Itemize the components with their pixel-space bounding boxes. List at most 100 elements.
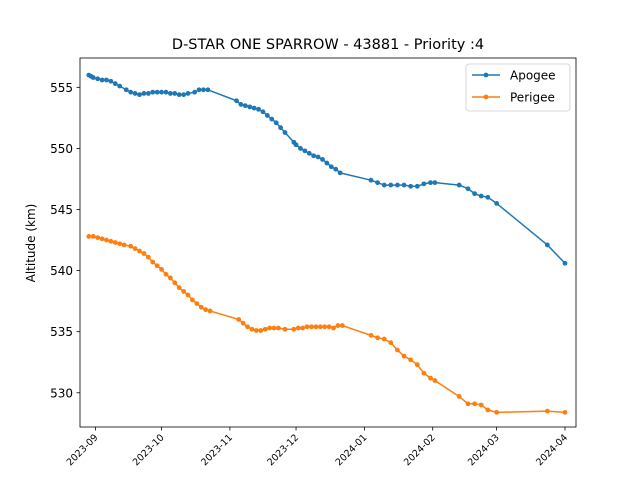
data-point [472,191,477,197]
legend-label: Perigee [510,91,555,105]
data-point [414,362,420,368]
data-point [298,146,303,151]
data-point [207,308,213,314]
data-point [196,87,202,93]
series-apogee [86,72,568,266]
data-point [320,157,325,162]
data-point [401,353,407,359]
data-point [388,182,394,188]
data-point [163,89,169,95]
chart-title: D-STAR ONE SPARROW - 43881 - Priority :4 [172,37,484,53]
data-point [121,242,127,248]
data-point [311,153,317,159]
data-point [145,254,151,260]
legend: Apogee Perigee [465,63,571,112]
data-point [339,323,345,328]
data-point [137,92,142,98]
data-point [300,325,306,331]
data-point [544,242,550,248]
data-point [181,288,187,294]
data-point [167,91,173,96]
data-point [245,324,250,330]
data-point [282,326,288,332]
data-point [141,251,147,256]
data-point [251,105,257,111]
data-point [388,340,394,346]
data-point [145,91,151,96]
data-point [172,280,178,286]
data-point [159,266,164,272]
data-point [242,103,248,109]
data-point [408,357,414,363]
data-point [128,89,134,95]
data-point [421,370,427,376]
data-point [324,160,330,166]
y-axis: 530 535 540 545 550 555 [50,81,80,400]
data-point [123,87,129,93]
data-point [95,235,101,241]
legend-marker [483,94,489,100]
data-point [86,233,92,239]
data-point [375,335,380,341]
data-point [117,241,123,247]
legend-label: Apogee [510,69,556,83]
data-point [293,142,299,148]
data-point [478,402,484,408]
data-point [313,324,319,330]
data-point [99,77,105,83]
data-point [322,324,328,330]
data-point [238,102,244,107]
data-point [282,130,288,135]
data-point [295,325,301,331]
data-point [465,401,471,407]
data-point [194,301,200,306]
data-point [456,394,462,399]
data-point [150,89,156,95]
data-point [494,201,500,206]
data-point [159,89,164,95]
y-tick-label: 545 [50,203,73,217]
data-point [236,317,242,322]
data-point [337,170,343,176]
data-point [276,325,281,331]
data-point [90,75,96,80]
data-point [117,83,123,89]
data-point [421,181,427,187]
data-point [328,164,334,170]
data-point [137,248,142,254]
series-perigee [86,233,568,415]
data-point [203,307,209,313]
y-tick-label: 535 [50,325,73,339]
data-point [465,186,471,192]
data-point [154,89,160,95]
y-axis-label: Altitude (km) [24,204,38,283]
data-point [176,285,182,291]
data-point [198,304,204,310]
data-point [381,182,387,188]
data-point [428,180,433,186]
data-point [432,180,438,186]
data-point [562,260,568,266]
data-point [172,91,178,96]
data-point [247,104,253,110]
data-point [269,116,275,122]
data-point [154,263,160,269]
data-point [315,154,321,160]
data-point [562,409,568,415]
data-point [432,378,438,383]
data-point [401,182,407,188]
data-point [395,182,400,188]
data-point [306,150,312,156]
data-point [267,325,272,331]
y-tick-label: 540 [50,264,73,278]
data-point [181,92,187,98]
data-point [291,326,297,332]
data-point [141,91,147,96]
data-point [273,120,279,126]
y-tick-label: 530 [50,386,73,400]
data-point [104,77,109,83]
data-point [414,183,420,189]
data-point [262,326,268,332]
data-point [375,180,380,186]
